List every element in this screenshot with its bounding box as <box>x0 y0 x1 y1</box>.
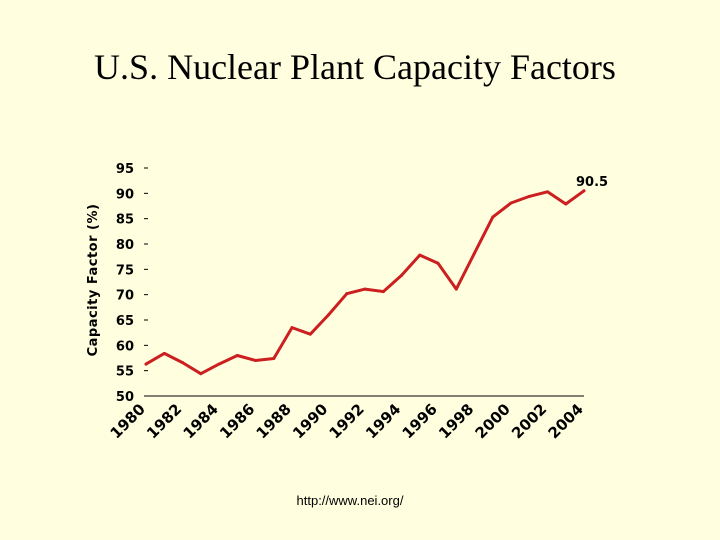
y-tick-label: 90 <box>116 187 134 202</box>
data-point <box>199 372 203 376</box>
data-point <box>454 287 458 291</box>
data-point <box>272 357 276 361</box>
data-point <box>381 290 385 294</box>
x-tick-label: 1984 <box>180 400 222 442</box>
y-tick-label: 65 <box>116 314 134 329</box>
data-point <box>400 273 403 277</box>
data-point <box>564 202 568 206</box>
y-axis-label: Capacity Factor (%) <box>86 204 101 357</box>
data-point <box>181 361 184 365</box>
data-label: 90.5 <box>576 175 608 190</box>
data-point <box>473 251 476 255</box>
data-point <box>436 261 440 265</box>
data-point <box>546 190 549 194</box>
data-point <box>144 362 148 366</box>
data-point <box>345 292 349 296</box>
data-point <box>509 201 513 205</box>
y-tick-label: 60 <box>116 339 134 354</box>
data-point <box>290 326 294 330</box>
data-point <box>327 313 330 317</box>
data-point <box>235 353 239 357</box>
y-tick-label: 85 <box>116 213 134 228</box>
data-point <box>217 362 221 366</box>
capacity-factor-line <box>144 189 586 376</box>
y-tick-label: 50 <box>116 390 134 405</box>
x-tick-label: 1990 <box>289 400 331 442</box>
y-tick-label: 75 <box>116 263 134 278</box>
data-point <box>308 332 312 336</box>
x-tick-label: 1996 <box>399 400 441 442</box>
x-tick-label: 1988 <box>253 400 295 442</box>
x-tick-label: 2004 <box>545 400 587 442</box>
data-point <box>582 189 586 193</box>
x-axis: 1980198219841986198819901992199419961998… <box>107 395 587 442</box>
x-tick-label: 2000 <box>472 400 514 442</box>
x-tick-label: 1986 <box>216 400 258 442</box>
annotations: 90.5 <box>576 175 608 190</box>
source-url: http://www.nei.org/ <box>296 493 404 508</box>
y-tick-label: 80 <box>116 238 134 253</box>
x-tick-label: 1992 <box>326 400 368 442</box>
chart-title: U.S. Nuclear Plant Capacity Factors <box>94 47 616 87</box>
data-point <box>363 287 367 291</box>
x-tick-label: 1980 <box>107 400 149 442</box>
y-tick-label: 95 <box>116 162 134 177</box>
x-tick-label: 2002 <box>508 400 550 442</box>
data-point <box>527 194 531 198</box>
y-axis: 50 55 60 65 70 75 80 85 90 95 <box>116 162 148 405</box>
data-point <box>491 215 495 219</box>
x-tick-label: 1982 <box>143 400 185 442</box>
y-tick-label: 55 <box>116 365 134 380</box>
data-point <box>162 351 166 355</box>
y-tick-label: 70 <box>116 289 134 304</box>
x-tick-label: 1994 <box>362 400 404 442</box>
data-point <box>418 253 422 257</box>
x-tick-label: 1998 <box>435 400 477 442</box>
data-point <box>254 359 257 363</box>
plot-area <box>144 189 586 376</box>
